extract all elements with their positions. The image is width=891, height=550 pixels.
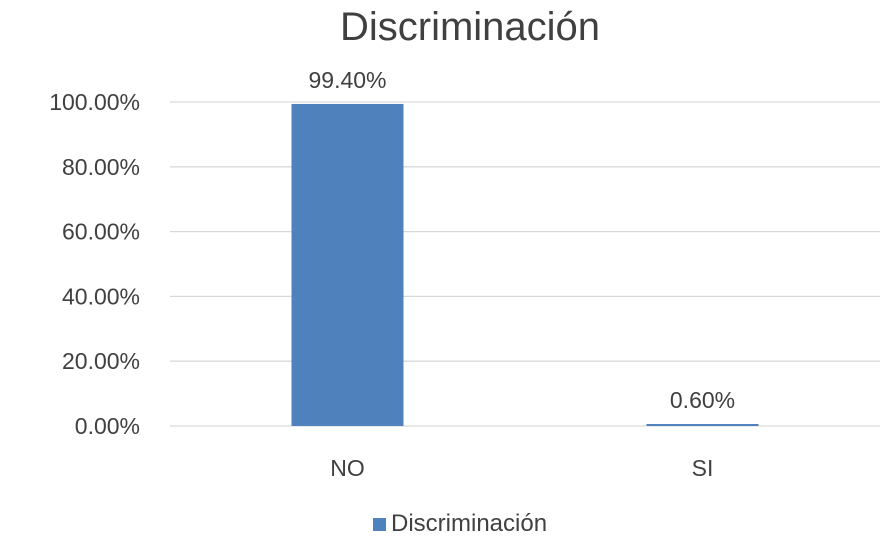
y-tick-label: 80.00% — [62, 154, 140, 180]
y-tick-label: 60.00% — [62, 219, 140, 245]
x-axis-tick-labels: NO SI — [330, 455, 713, 481]
data-labels: 99.40% 0.60% — [308, 67, 735, 413]
legend: Discriminación — [373, 510, 547, 537]
y-tick-label: 100.00% — [49, 89, 140, 115]
data-label-no: 99.40% — [308, 67, 386, 93]
legend-swatch — [373, 518, 386, 531]
legend-label: Discriminación — [391, 510, 547, 537]
gridlines — [170, 101, 880, 427]
x-tick-label-no: NO — [330, 455, 365, 481]
x-tick-label-si: SI — [692, 455, 714, 481]
y-tick-label: 0.00% — [75, 413, 140, 439]
data-label-si: 0.60% — [670, 387, 735, 413]
chart-title: Discriminación — [340, 5, 600, 49]
y-tick-label: 40.00% — [62, 283, 140, 309]
y-tick-label: 20.00% — [62, 348, 140, 374]
y-axis-tick-labels: 0.00% 20.00% 40.00% 60.00% 80.00% 100.00% — [49, 89, 140, 439]
bar-si — [646, 424, 759, 426]
bars — [291, 103, 759, 426]
bar-no — [291, 103, 404, 426]
